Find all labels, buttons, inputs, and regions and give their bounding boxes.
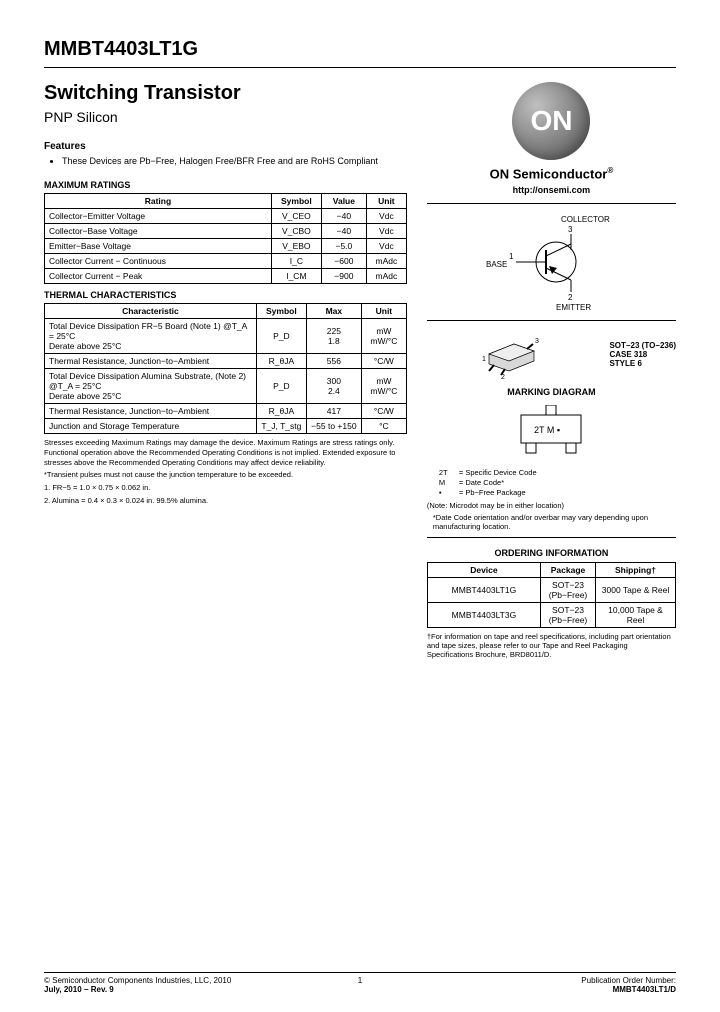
svg-text:2T M ▪: 2T M ▪ xyxy=(534,425,560,435)
svg-text:2: 2 xyxy=(568,293,573,302)
marking-note-2: *Date Code orientation and/or overbar ma… xyxy=(433,513,676,531)
collector-label: COLLECTOR xyxy=(561,215,610,224)
col-rating: Rating xyxy=(45,194,272,209)
table-row: Total Device Dissipation Alumina Substra… xyxy=(45,369,407,404)
table-row: Collector−Emitter VoltageV_CEO−40Vdc xyxy=(45,209,407,224)
svg-text:1: 1 xyxy=(482,356,486,363)
col-symbol: Symbol xyxy=(271,194,321,209)
note-1: 1. FR−5 = 1.0 × 0.75 × 0.062 in. xyxy=(44,483,407,493)
col-value: Value xyxy=(321,194,366,209)
title-rule xyxy=(44,67,676,68)
marking-package-icon: 2T M ▪ xyxy=(496,405,606,460)
brand-name: ON Semiconductor® xyxy=(427,166,676,181)
divider xyxy=(427,320,676,321)
transient-note: *Transient pulses must not cause the jun… xyxy=(44,470,407,480)
thermal-title: THERMAL CHARACTERISTICS xyxy=(44,290,407,300)
col-max: Max xyxy=(306,304,361,319)
part-number: MMBT4403LT1G xyxy=(44,38,676,61)
svg-text:3: 3 xyxy=(535,338,539,345)
col-unit: Unit xyxy=(366,194,406,209)
table-row: Collector−Base VoltageV_CBO−40Vdc xyxy=(45,224,407,239)
table-row: Emitter−Base VoltageV_EBO−5.0Vdc xyxy=(45,239,407,254)
col-char: Characteristic xyxy=(45,304,257,319)
svg-text:1: 1 xyxy=(509,252,514,261)
page-columns: Switching Transistor PNP Silicon Feature… xyxy=(44,82,676,660)
divider xyxy=(427,537,676,538)
max-ratings-table: Rating Symbol Value Unit Collector−Emitt… xyxy=(44,193,407,284)
marking-note-1: (Note: Microdot may be in either locatio… xyxy=(427,501,676,510)
thermal-table: Characteristic Symbol Max Unit Total Dev… xyxy=(44,303,407,434)
svg-text:BASE: BASE xyxy=(486,260,507,269)
table-row: Thermal Resistance, Junction−to−AmbientR… xyxy=(45,404,407,419)
ordering-title: ORDERING INFORMATION xyxy=(427,548,676,558)
page-footer: © Semiconductor Components Industries, L… xyxy=(44,972,676,994)
table-row: Collector Current − PeakI_CM−900mAdc xyxy=(45,269,407,284)
note-2: 2. Alumina = 0.4 × 0.3 × 0.024 in. 99.5%… xyxy=(44,496,407,506)
marking-legend: 2T= Specific Device Code M= Date Code* ▪… xyxy=(439,468,676,497)
pinout-diagram: COLLECTOR 3 1 BASE 2 EMITTER xyxy=(427,212,676,312)
stress-note: Stresses exceeding Maximum Ratings may d… xyxy=(44,438,407,467)
left-column: Switching Transistor PNP Silicon Feature… xyxy=(44,82,407,660)
package-diagram: 1 2 3 SOT−23 (TO−236) CASE 318 STYLE 6 xyxy=(427,329,676,379)
col-package: Package xyxy=(541,562,596,577)
col-symbol: Symbol xyxy=(256,304,306,319)
transistor-symbol-icon: COLLECTOR 3 1 BASE 2 EMITTER xyxy=(481,212,621,312)
doc-subtitle: PNP Silicon xyxy=(44,109,407,125)
table-header-row: Rating Symbol Value Unit xyxy=(45,194,407,209)
features-list: These Devices are Pb−Free, Halogen Free/… xyxy=(54,156,407,166)
table-header-row: Characteristic Symbol Max Unit xyxy=(45,304,407,319)
ordering-note: †For information on tape and reel specif… xyxy=(427,632,676,660)
table-row: Collector Current − ContinuousI_C−600mAd… xyxy=(45,254,407,269)
marking-diagram: 2T M ▪ xyxy=(427,405,676,460)
table-row: MMBT4403LT3GSOT−23 (Pb−Free)10,000 Tape … xyxy=(427,602,675,627)
right-column: ON ON Semiconductor® http://onsemi.com C… xyxy=(427,82,676,660)
table-row: Total Device Dissipation FR−5 Board (Not… xyxy=(45,319,407,354)
page-number: 1 xyxy=(44,976,676,985)
col-unit: Unit xyxy=(361,304,406,319)
table-row: Junction and Storage TemperatureT_J, T_s… xyxy=(45,419,407,434)
feature-item: These Devices are Pb−Free, Halogen Free/… xyxy=(62,156,407,166)
svg-text:2: 2 xyxy=(501,374,505,379)
doc-title: Switching Transistor xyxy=(44,82,407,105)
svg-text:3: 3 xyxy=(568,225,573,234)
marking-title: MARKING DIAGRAM xyxy=(427,387,676,397)
package-labels: SOT−23 (TO−236) CASE 318 STYLE 6 xyxy=(609,341,676,368)
brand-url: http://onsemi.com xyxy=(427,185,676,195)
table-row: Thermal Resistance, Junction−to−AmbientR… xyxy=(45,354,407,369)
table-header-row: Device Package Shipping† xyxy=(427,562,675,577)
ordering-table: Device Package Shipping† MMBT4403LT1GSOT… xyxy=(427,562,676,628)
max-ratings-title: MAXIMUM RATINGS xyxy=(44,180,407,190)
on-logo-icon: ON xyxy=(512,82,590,160)
svg-text:EMITTER: EMITTER xyxy=(556,303,591,312)
table-row: MMBT4403LT1GSOT−23 (Pb−Free)3000 Tape & … xyxy=(427,577,675,602)
divider xyxy=(427,203,676,204)
col-device: Device xyxy=(427,562,540,577)
sot23-package-icon: 1 2 3 xyxy=(479,329,549,379)
features-header: Features xyxy=(44,141,407,152)
brand-logo-block: ON ON Semiconductor® http://onsemi.com xyxy=(427,82,676,195)
col-shipping: Shipping† xyxy=(596,562,676,577)
